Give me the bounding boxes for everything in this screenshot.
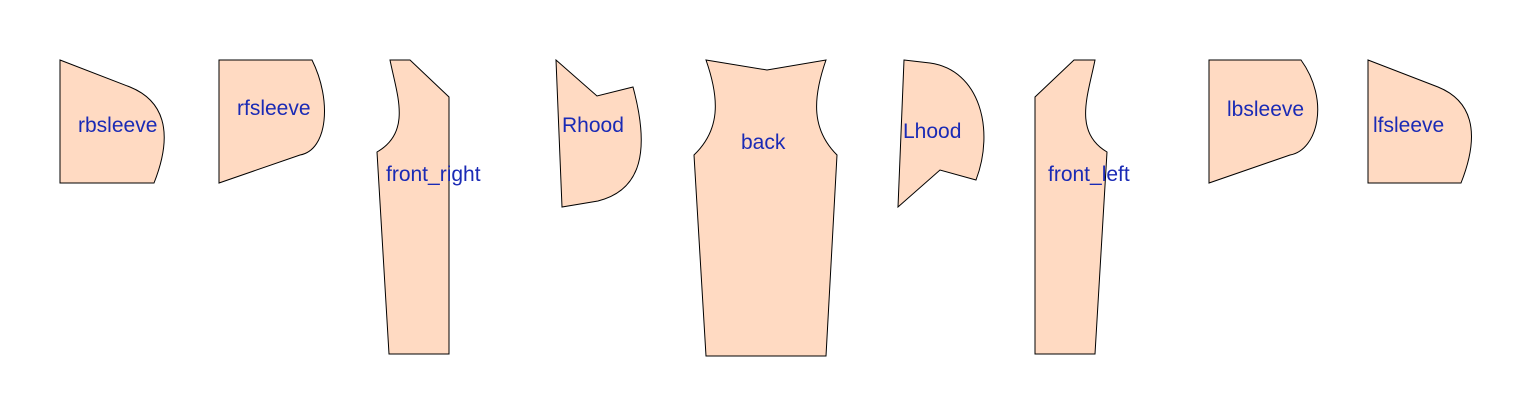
front-left-shape [1034, 59, 1108, 355]
lbsleeve-shape [1208, 59, 1319, 184]
back-shape [693, 59, 838, 357]
rbsleeve-label: rbsleeve [78, 114, 157, 137]
front-right-label: front_right [386, 163, 481, 186]
lhood-label: Lhood [903, 120, 961, 143]
lhood-shape [897, 59, 985, 209]
pattern-piece-back[interactable]: back [693, 59, 838, 357]
rhood-shape [555, 58, 642, 208]
lfsleeve-label: lfsleeve [1373, 114, 1444, 137]
rfsleeve-shape [218, 59, 325, 184]
pattern-piece-lbsleeve[interactable]: lbsleeve [1208, 59, 1319, 184]
lfsleeve-shape [1367, 59, 1472, 184]
rbsleeve-shape [59, 59, 165, 184]
pattern-piece-rfsleeve[interactable]: rfsleeve [218, 59, 325, 184]
front-right-shape [376, 59, 450, 355]
pattern-piece-lhood[interactable]: Lhood [897, 59, 985, 209]
pattern-piece-lfsleeve[interactable]: lfsleeve [1367, 59, 1472, 184]
rhood-label: Rhood [562, 114, 624, 137]
front-left-label: front_left [1048, 163, 1130, 186]
pattern-piece-rbsleeve[interactable]: rbsleeve [59, 59, 165, 184]
pattern-piece-front-right[interactable]: front_right [376, 59, 481, 355]
pattern-piece-front-left[interactable]: front_left [1034, 59, 1130, 355]
back-label: back [741, 131, 786, 154]
lbsleeve-label: lbsleeve [1227, 98, 1304, 121]
rfsleeve-label: rfsleeve [237, 97, 311, 120]
pattern-piece-rhood[interactable]: Rhood [555, 58, 642, 208]
